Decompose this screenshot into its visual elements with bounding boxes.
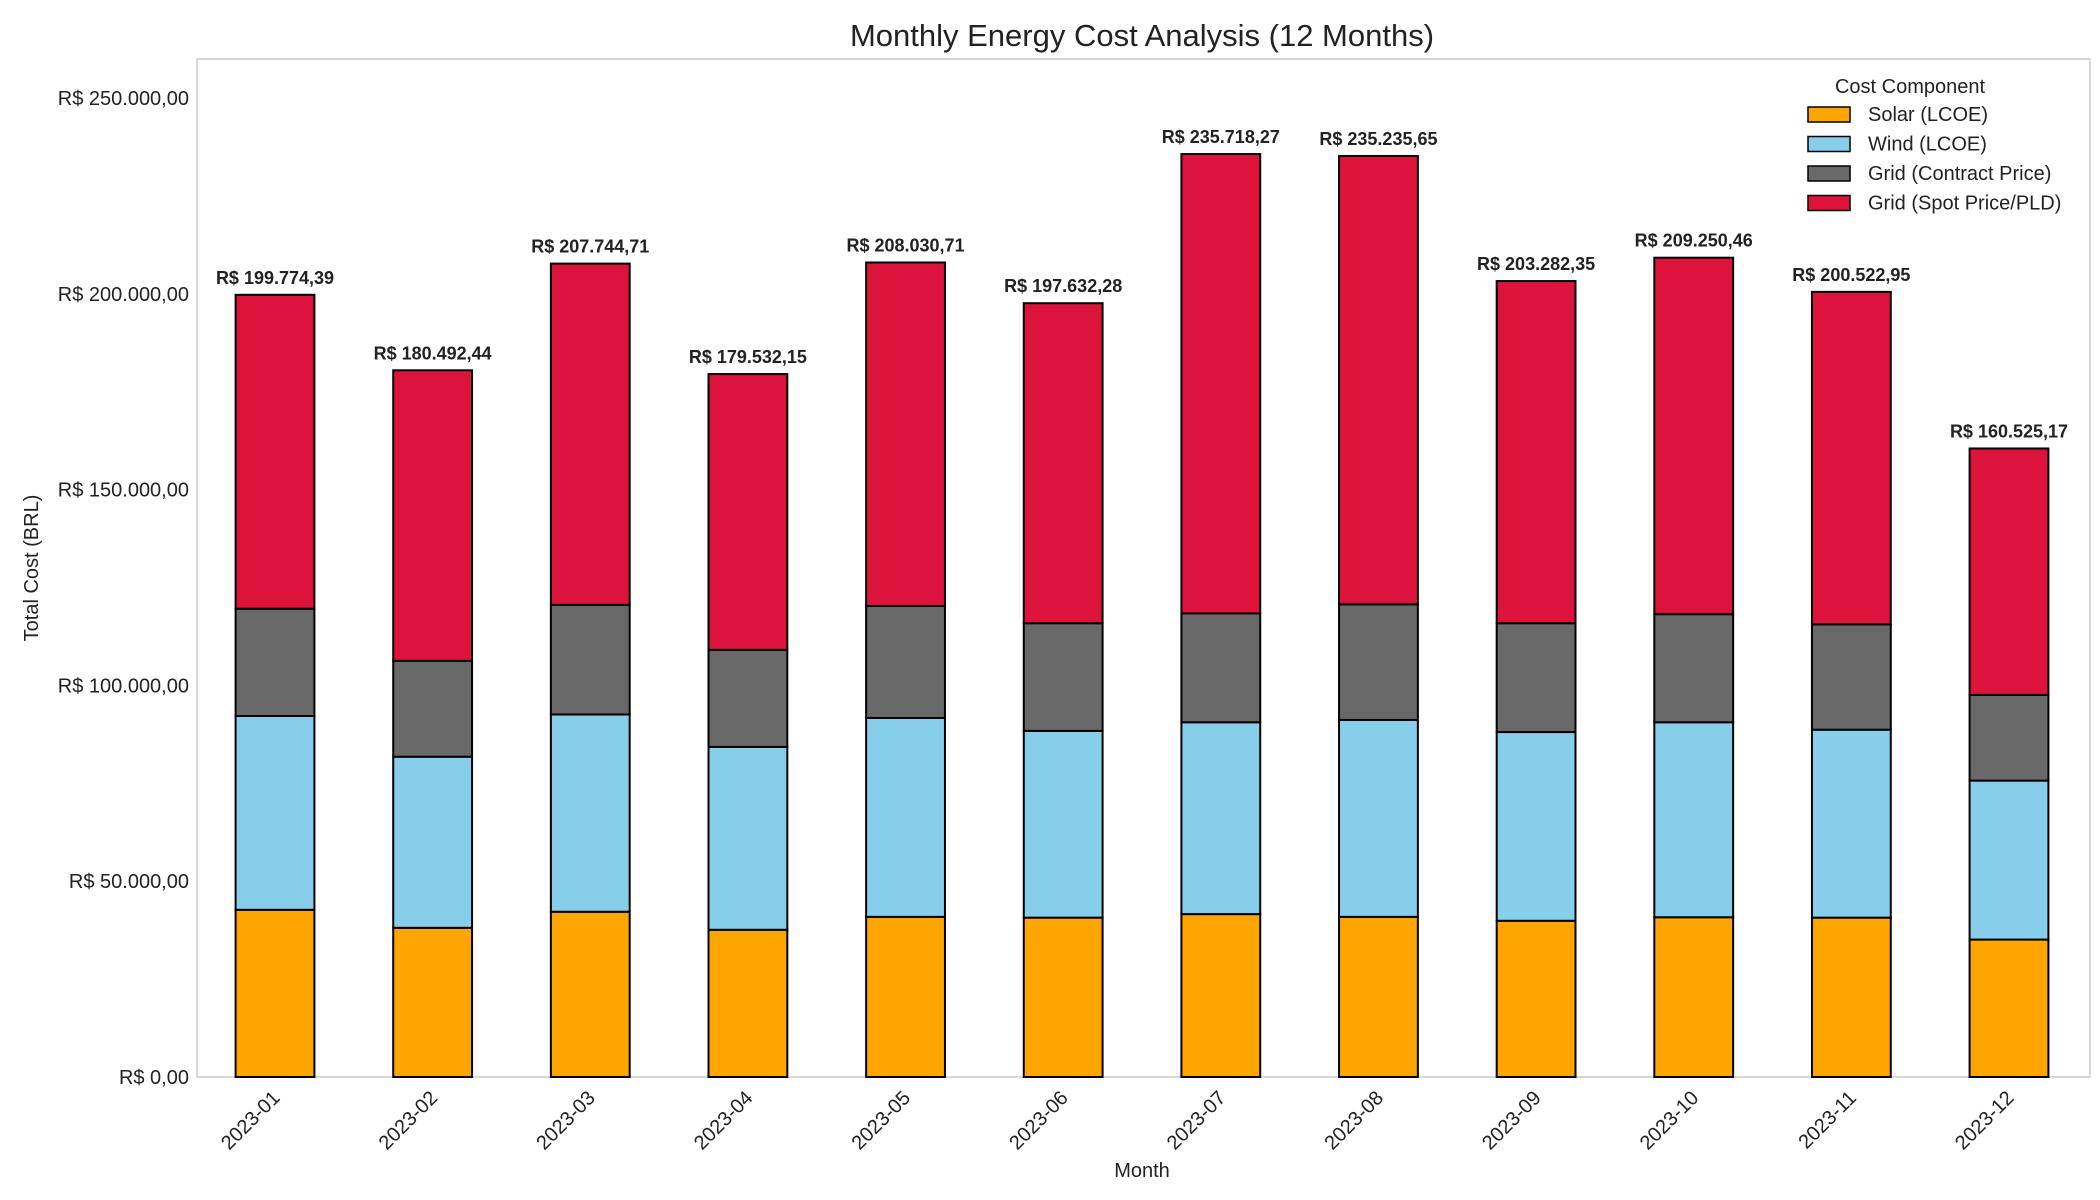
bar-segment-grid-spot-price-pld (1810, 290, 1892, 626)
bar-segment-grid-spot-price-pld (1338, 154, 1419, 606)
bar-segment-wind-lcoe (1810, 728, 1892, 919)
total-value-label: R$ 160.525,17 (1950, 421, 2068, 441)
legend-items: Solar (LCOE) Wind (LCOE) Grid (Contract Pr… (1807, 104, 2061, 215)
bar-segment-grid-contract-price (549, 603, 631, 716)
legend-swatch (1807, 194, 1851, 212)
total-value-label: R$ 199.774,39 (216, 268, 334, 288)
bar-segment-grid-spot-price-pld (707, 373, 789, 651)
total-labels: R$ 199.774,39 R$ 180.492,44 R$ 207.744,71 R… (216, 127, 2068, 441)
y-tick-label: R$ 100.000,00 (58, 675, 189, 697)
bar-segment-wind-lcoe (234, 715, 316, 911)
bar-segment-grid-spot-price-pld (1968, 447, 2050, 696)
bar-segment-wind-lcoe (707, 745, 789, 931)
bar-segment-wind-lcoe (1022, 729, 1104, 919)
bar-segment-grid-spot-price-pld (1495, 280, 1577, 625)
bar-segment-grid-spot-price-pld (549, 262, 631, 606)
bar-segment-wind-lcoe (392, 755, 474, 929)
bar-segment-grid-spot-price-pld (1653, 256, 1735, 616)
bar-segment-solar-lcoe (1495, 919, 1577, 1079)
bar-segment-grid-contract-price (392, 659, 474, 758)
bar-segment-wind-lcoe (1968, 779, 2050, 941)
y-axis: R$ 0,00 R$ 50.000,00 R$ 100.000,00 R$ 150.0… (58, 88, 189, 1089)
bar-segment-solar-lcoe (1968, 938, 2050, 1078)
total-value-label: R$ 235.235,65 (1319, 129, 1437, 149)
legend-label: Wind (LCOE) (1868, 134, 1987, 156)
bar-segment-grid-contract-price (1338, 603, 1419, 721)
bar-segment-solar-lcoe (865, 915, 946, 1079)
bar-segment-solar-lcoe (707, 928, 789, 1079)
chart-title: Monthly Energy Cost Analysis (12 Months) (850, 18, 1434, 53)
bar-segment-solar-lcoe (234, 908, 316, 1078)
total-value-label: R$ 208.030,71 (846, 235, 964, 255)
bar-segment-wind-lcoe (865, 716, 946, 918)
y-tick-label: R$ 250.000,00 (58, 88, 189, 110)
x-axis-label: Month (1114, 1160, 1170, 1182)
bar-segment-grid-spot-price-pld (1180, 153, 1262, 615)
bar-segment-grid-contract-price (1180, 612, 1262, 724)
bar-segment-wind-lcoe (1338, 718, 1419, 918)
bar-segment-grid-contract-price (707, 648, 789, 748)
bar-segment-solar-lcoe (549, 910, 631, 1078)
bar-segment-grid-contract-price (865, 604, 946, 719)
total-value-label: R$ 200.522,95 (1792, 265, 1910, 285)
y-tick-label: R$ 0,00 (119, 1067, 189, 1089)
bar-segment-solar-lcoe (1338, 915, 1419, 1079)
bar-segment-grid-spot-price-pld (234, 293, 316, 610)
legend-label: Grid (Contract Price) (1868, 163, 2051, 185)
bar-segment-grid-contract-price (1022, 622, 1104, 732)
bar-segment-grid-spot-price-pld (865, 261, 946, 607)
bar-segment-grid-spot-price-pld (392, 369, 474, 662)
total-value-label: R$ 180.492,44 (374, 343, 492, 363)
legend-label: Solar (LCOE) (1868, 104, 1988, 126)
bar-segment-grid-contract-price (1653, 613, 1735, 724)
legend-title: Cost Component (1835, 76, 1986, 98)
total-value-label: R$ 209.250,46 (1635, 231, 1753, 251)
legend-swatch (1807, 106, 1851, 123)
total-value-label: R$ 197.632,28 (1004, 276, 1122, 296)
legend-label: Grid (Spot Price/PLD) (1868, 193, 2061, 215)
bar-segment-solar-lcoe (392, 926, 474, 1078)
bar-segment-solar-lcoe (1810, 916, 1892, 1079)
total-value-label: R$ 207.744,71 (531, 237, 649, 257)
bar-segment-wind-lcoe (549, 713, 631, 913)
bar-segment-wind-lcoe (1653, 721, 1735, 919)
bar-segment-solar-lcoe (1022, 916, 1104, 1079)
bar-segment-grid-contract-price (1810, 623, 1892, 731)
bar-segment-grid-spot-price-pld (1022, 302, 1104, 625)
bar-segment-wind-lcoe (1495, 731, 1577, 922)
total-value-label: R$ 235.718,27 (1162, 127, 1280, 147)
bar-segment-solar-lcoe (1653, 916, 1735, 1079)
bar-segment-grid-contract-price (1495, 622, 1577, 734)
y-axis-label: Total Cost (BRL) (21, 495, 43, 642)
legend-swatch (1807, 165, 1851, 182)
y-tick-label: R$ 150.000,00 (58, 480, 189, 502)
y-tick-label: R$ 200.000,00 (58, 284, 189, 306)
total-value-label: R$ 179.532,15 (689, 347, 807, 367)
bar-segment-wind-lcoe (1180, 721, 1262, 916)
bar-segment-grid-contract-price (1968, 693, 2050, 782)
total-value-label: R$ 203.282,35 (1477, 254, 1595, 274)
bars-layer (234, 153, 2050, 1079)
bar-segment-solar-lcoe (1180, 913, 1262, 1078)
legend: Cost Component Solar (LCOE) Wind (LCOE) Gr… (1807, 76, 2061, 215)
y-tick-label: R$ 50.000,00 (69, 871, 189, 893)
legend-swatch (1807, 135, 1851, 153)
plot-area-frame (196, 58, 2091, 1078)
bar-segment-grid-contract-price (234, 607, 316, 718)
